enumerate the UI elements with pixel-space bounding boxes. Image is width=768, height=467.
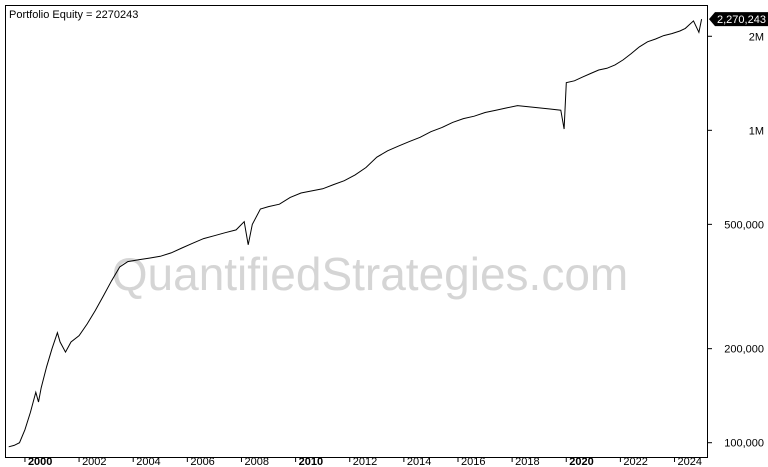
y-tick-label: 100,000 (724, 438, 764, 450)
x-axis: 2000 2002 2004 2006 2008 2010 2012 2014 2016 2018… (24, 456, 702, 467)
x-tick-label: 2016 (461, 456, 485, 467)
series-line-equity (8, 18, 703, 448)
x-tick-label: 2018 (515, 456, 539, 467)
y-tick-label: 200,000 (724, 344, 764, 356)
x-tick-label: 2010 (299, 456, 323, 467)
x-tick-label: 2020 (569, 456, 593, 467)
y-tick-label: 1M (749, 125, 764, 137)
x-tick-label: 2014 (407, 456, 431, 467)
chart-legend: Portfolio Equity = 2270243 (9, 9, 138, 21)
watermark-text: QuantifiedStrategies.com (112, 248, 629, 300)
x-tick-label: 2024 (678, 456, 702, 467)
x-tick-label: 2008 (244, 456, 268, 467)
x-tick-label: 2012 (353, 456, 377, 467)
y-tick-label: 2M (749, 31, 764, 43)
last-value-badge: 2,270,243 (709, 12, 768, 27)
x-tick-label: 2004 (136, 456, 160, 467)
last-value-label: 2,270,243 (717, 14, 766, 26)
x-tick-label: 2022 (623, 456, 647, 467)
x-tick-label: 2000 (28, 456, 52, 467)
y-tick-label: 500,000 (724, 219, 764, 231)
last-value-badge-shape (709, 12, 768, 27)
x-tick-label: 2002 (82, 456, 106, 467)
plot-frame (5, 5, 708, 458)
y-axis: 100,000 200,000 500,000 1M 2M (707, 31, 764, 450)
x-tick-label: 2006 (190, 456, 214, 467)
